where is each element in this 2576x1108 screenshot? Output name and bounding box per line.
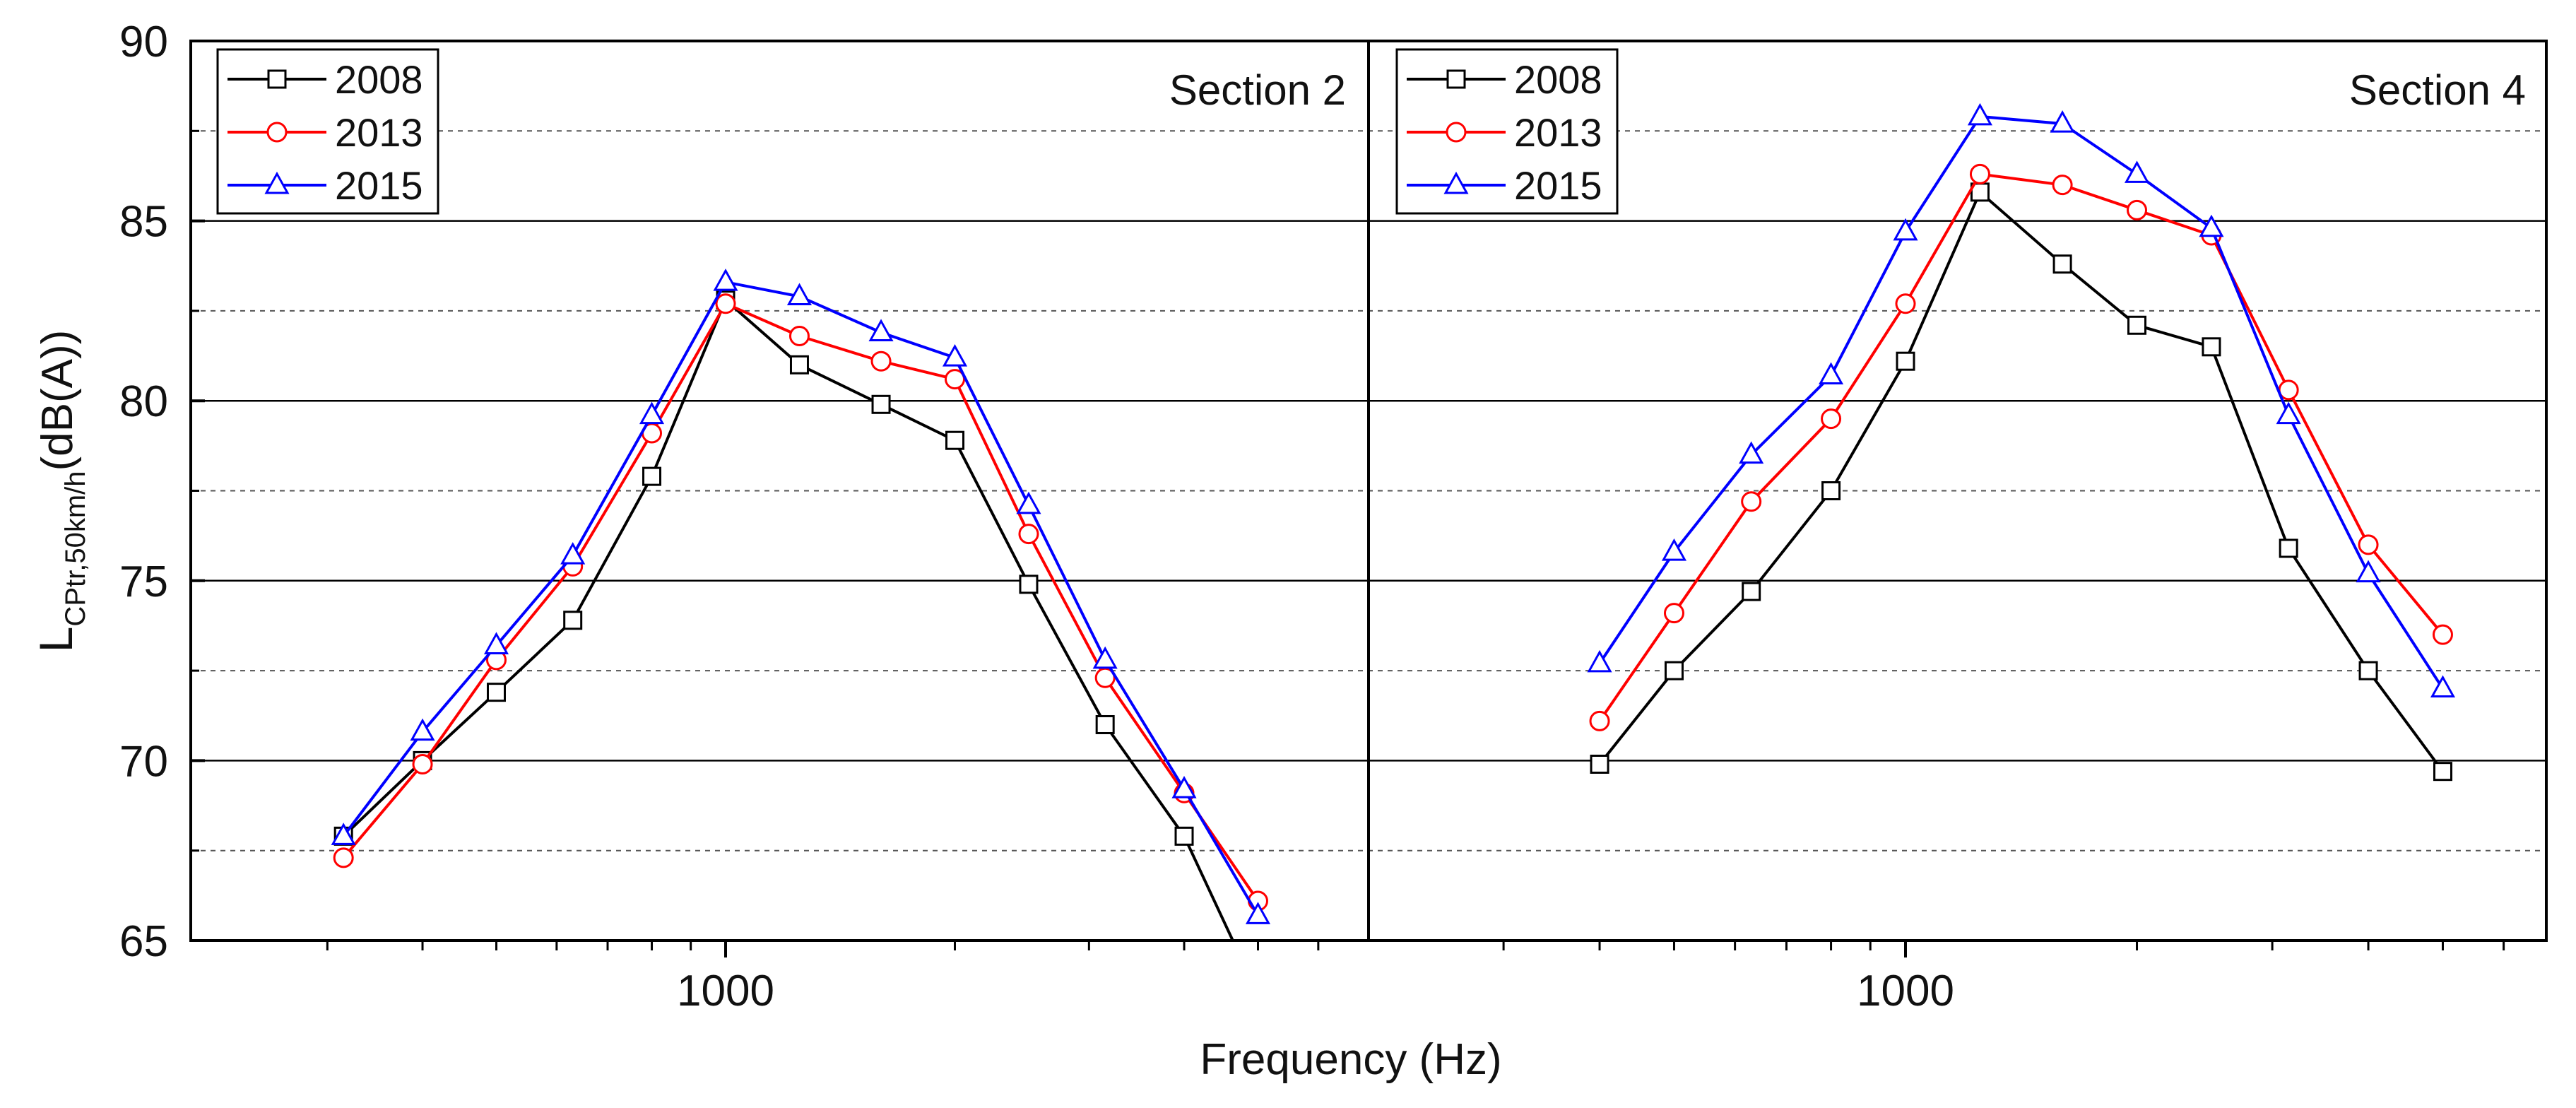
data-point-2008: [1019, 574, 1039, 594]
data-point-2008: [2279, 538, 2298, 558]
data-point-2013: [2432, 624, 2453, 645]
data-point-2015: [786, 283, 813, 306]
data-point-2013: [788, 326, 810, 347]
legend-marker-square: [1446, 69, 1466, 89]
data-point-2008: [2358, 661, 2378, 680]
y-tick-label: 80: [119, 377, 168, 426]
data-point-2015: [942, 344, 968, 367]
data-point-2008: [642, 466, 662, 486]
x-tick-label: 1000: [1857, 967, 1954, 1015]
legend-section-2: 2008 2013 2015: [216, 48, 439, 215]
data-point-2013: [945, 369, 966, 390]
data-point-2015: [483, 632, 509, 654]
legend-label-2008: 2008: [1514, 57, 1602, 102]
data-point-2015: [2199, 214, 2224, 237]
data-point-2015: [331, 823, 356, 845]
data-point-2013: [1895, 293, 1916, 314]
data-point-2013: [1969, 163, 1990, 184]
data-point-2013: [333, 847, 354, 868]
data-point-2015: [639, 401, 665, 425]
legend-label-2015: 2015: [335, 163, 423, 208]
data-point-2013: [1663, 603, 1684, 624]
x-tick-label: 1000: [677, 967, 774, 1015]
data-point-2015: [2356, 560, 2381, 583]
data-point-2008: [789, 355, 809, 375]
data-point-2015: [1245, 902, 1271, 924]
data-point-2013: [1018, 524, 1039, 545]
tick-layer: 65 70 75 80 85 90 1000 1000: [119, 18, 2505, 1015]
series-line-2013: [1598, 172, 2445, 722]
data-point-2008: [563, 611, 583, 630]
data-point-2013: [2052, 175, 2073, 196]
legend-marker-square: [267, 69, 287, 89]
data-point-2008: [1174, 826, 1194, 846]
legend-label-2015: 2015: [1514, 163, 1602, 208]
legend-marker-circle: [266, 122, 288, 143]
data-point-2015: [560, 542, 586, 565]
data-point-2015: [1171, 776, 1197, 798]
y-tick-label: 75: [119, 558, 168, 606]
series-line-2008: [1598, 189, 2445, 772]
series-layer: [331, 102, 2456, 941]
data-point-2008: [871, 394, 891, 414]
data-point-2008: [2127, 315, 2147, 335]
panel-label-section-2: Section 2: [1169, 66, 1346, 114]
data-point-2015: [868, 319, 894, 341]
legend-marker-circle: [1446, 122, 1467, 143]
data-point-2015: [1016, 491, 1041, 514]
data-point-2013: [1741, 491, 1762, 512]
data-point-2008: [486, 683, 506, 702]
data-point-2015: [1893, 218, 1918, 241]
legend-marker-triangle: [264, 171, 290, 194]
data-point-2015: [1092, 646, 1118, 669]
data-point-2015: [2276, 401, 2301, 425]
data-point-2015: [713, 269, 738, 291]
y-tick-label: 90: [119, 18, 168, 66]
data-point-2015: [1819, 362, 1844, 385]
data-point-2008: [1095, 714, 1115, 734]
x-axis-title: Frequency (Hz): [1200, 1035, 1501, 1084]
data-point-2008: [1590, 754, 1609, 774]
data-point-2008: [1896, 351, 1915, 371]
data-point-2008: [1821, 481, 1841, 500]
legend-marker-triangle: [1443, 171, 1469, 194]
legend-label-2008: 2008: [335, 57, 423, 102]
series-line-2015: [1598, 114, 2445, 690]
data-point-2015: [1587, 649, 1612, 673]
data-point-2015: [410, 718, 435, 741]
panel-label-section-4: Section 4: [2349, 66, 2526, 114]
data-point-2013: [1821, 408, 1842, 430]
data-point-2008: [2433, 762, 2452, 782]
data-point-2008: [2052, 254, 2072, 274]
data-point-2015: [2050, 110, 2075, 133]
legend-label-2013: 2013: [335, 110, 423, 155]
legend-section-4: 2008 2013 2015: [1395, 48, 1619, 215]
y-tick-label: 70: [119, 737, 168, 786]
data-point-2015: [1967, 102, 1992, 126]
y-tick-label: 65: [119, 917, 168, 966]
data-point-2013: [2127, 199, 2148, 220]
data-point-2008: [2202, 337, 2221, 357]
data-point-2013: [412, 753, 433, 774]
panel-2-series: [1587, 102, 2456, 782]
legend-label-2013: 2013: [1514, 110, 1602, 155]
data-point-2008: [945, 430, 965, 450]
data-point-2008: [1742, 582, 1761, 601]
data-point-2008: [1664, 661, 1684, 680]
data-point-2013: [715, 293, 736, 314]
data-point-2015: [1739, 441, 1764, 464]
data-point-2013: [870, 350, 892, 372]
panel-1-series: [331, 269, 1271, 941]
data-point-2015: [2430, 675, 2456, 698]
y-tick-label: 85: [119, 198, 168, 247]
data-point-2013: [2358, 534, 2379, 555]
data-point-2015: [2124, 160, 2150, 183]
y-axis-title: LCPtr,50km/h(dB(A)): [30, 330, 91, 653]
data-point-2013: [1589, 710, 1610, 731]
data-point-2015: [1661, 538, 1687, 561]
